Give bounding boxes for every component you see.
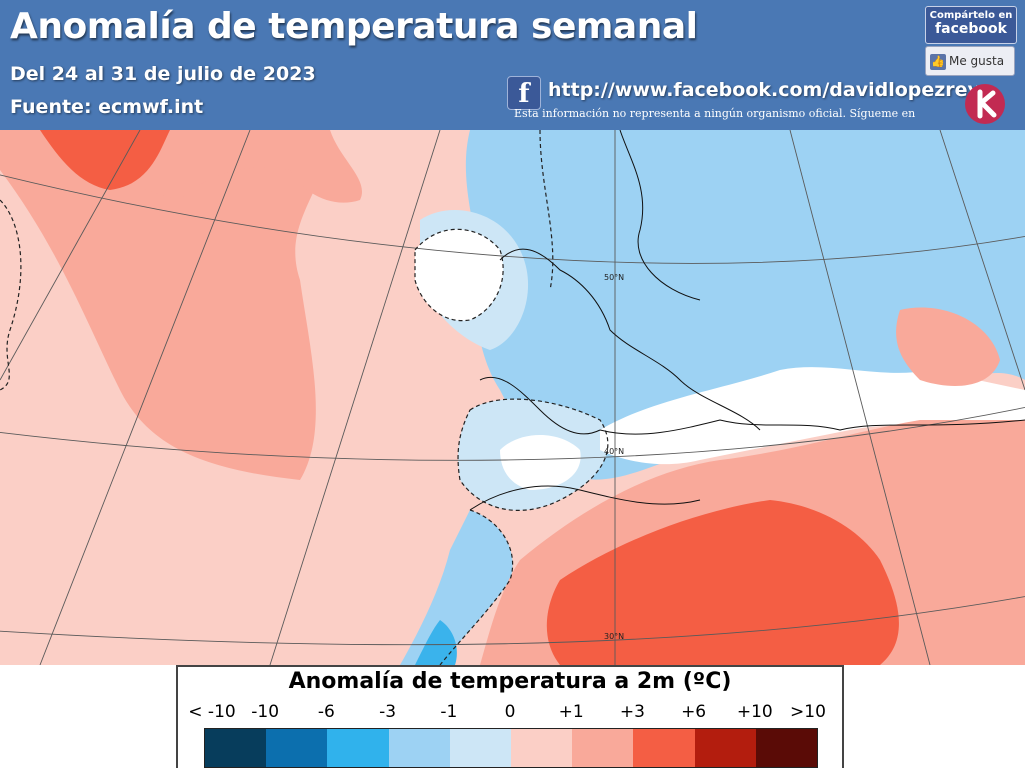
- author-logo-icon[interactable]: [965, 84, 1005, 124]
- data-source: Fuente: ecmwf.int: [10, 96, 204, 118]
- legend-tick: -10: [251, 702, 280, 722]
- page-title: Anomalía de temperatura semanal: [10, 6, 698, 47]
- coastal-strong-cool: [415, 620, 457, 665]
- share-brand: facebook: [935, 21, 1007, 37]
- graticule: [0, 130, 1025, 665]
- legend-tick: +1: [558, 702, 584, 722]
- header-banner: Anomalía de temperatura semanal Del 24 a…: [0, 0, 1025, 130]
- west-africa-coast-cool: [400, 510, 513, 665]
- sahara-hot-region: [546, 500, 899, 665]
- lat-label-40: 40°N: [604, 447, 624, 456]
- north-atlantic-hotspot: [40, 130, 170, 190]
- color-legend: Anomalía de temperatura a 2m (ºC) < -10-…: [176, 665, 844, 768]
- legend-color-swatch: [388, 729, 450, 767]
- like-button[interactable]: 👍 Me gusta: [925, 46, 1015, 76]
- date-range: Del 24 al 31 de julio de 2023: [10, 63, 316, 85]
- facebook-link[interactable]: http://www.facebook.com/davidlopezrey: [548, 79, 980, 101]
- legend-tick: -3: [379, 702, 397, 722]
- lat-label-50: 50°N: [604, 273, 624, 282]
- balkans-warm: [896, 307, 1000, 386]
- legend-color-swatch: [511, 729, 573, 767]
- neutral-patch-northwest: [415, 229, 504, 321]
- share-facebook-button[interactable]: Compártelo en facebook: [925, 6, 1017, 44]
- facebook-f-icon[interactable]: f: [507, 76, 541, 110]
- legend-color-swatch: [755, 729, 818, 767]
- legend-color-swatch: [327, 729, 389, 767]
- atlantic-warm-band: [0, 130, 330, 480]
- legend-tick: < -10: [188, 702, 236, 722]
- legend-color-swatch: [205, 729, 267, 767]
- legend-tick: +6: [681, 702, 707, 722]
- europe-cool-region: [465, 130, 1025, 480]
- thumbs-up-icon: 👍: [930, 53, 946, 70]
- share-label: Compártelo en: [929, 10, 1013, 21]
- legend-color-bar: [204, 728, 818, 768]
- legend-tick: >10: [790, 702, 826, 722]
- anomaly-contours: [0, 130, 609, 665]
- legend-tick: 0: [504, 702, 516, 722]
- coastlines: [469, 130, 1025, 511]
- neutral-patch-mediterranean: [600, 367, 1025, 465]
- temperature-anomaly-map: 50°N 40°N 30°N: [0, 130, 1025, 665]
- neutral-patch-iberia: [500, 435, 581, 490]
- legend-color-swatch: [633, 729, 695, 767]
- legend-tick: +3: [619, 702, 645, 722]
- legend-title: Anomalía de temperatura a 2m (ºC): [288, 669, 732, 694]
- legend-tick: -1: [440, 702, 458, 722]
- legend-color-swatch: [449, 729, 512, 767]
- legend-color-swatch: [694, 729, 756, 767]
- legend-tick: -6: [317, 702, 335, 722]
- legend-color-swatch: [572, 729, 634, 767]
- legend-tick: +10: [736, 702, 773, 722]
- lat-label-30: 30°N: [604, 632, 624, 641]
- disclaimer-text: Esta información no representa a ningún …: [514, 107, 916, 120]
- legend-color-swatch: [266, 729, 328, 767]
- like-label: Me gusta: [949, 54, 1005, 68]
